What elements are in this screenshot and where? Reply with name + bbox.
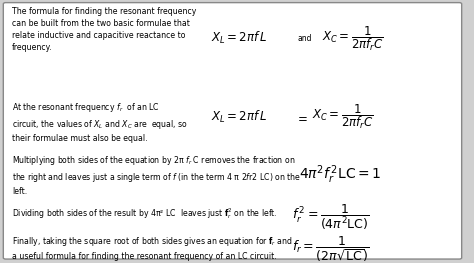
Text: $X_C = \dfrac{1}{2\pi f_r C}$: $X_C = \dfrac{1}{2\pi f_r C}$ xyxy=(312,103,374,132)
FancyBboxPatch shape xyxy=(3,3,462,259)
Text: $X_L = 2\pi f\,L$: $X_L = 2\pi f\,L$ xyxy=(211,109,267,125)
Text: $f_r^{\,2} = \dfrac{1}{(4\pi^2\mathrm{LC})}$: $f_r^{\,2} = \dfrac{1}{(4\pi^2\mathrm{LC… xyxy=(292,203,369,231)
Text: $X_L = 2\pi f\,L$: $X_L = 2\pi f\,L$ xyxy=(211,30,267,46)
Text: and: and xyxy=(298,34,312,43)
Text: $=$: $=$ xyxy=(295,110,308,124)
Text: Finally, taking the square root of both sides gives an equation for $\mathbf{f}_: Finally, taking the square root of both … xyxy=(12,235,292,261)
Text: At the resonant frequency $f_r$  of an LC
circuit, the values of $X_L$ and $X_C$: At the resonant frequency $f_r$ of an LC… xyxy=(12,101,188,143)
Text: Dividing both sides of the result by 4π² LC  leaves just $\mathbf{f}_r^2$ on the: Dividing both sides of the result by 4π²… xyxy=(12,206,277,221)
Text: $X_C = \dfrac{1}{2\pi f_r C}$: $X_C = \dfrac{1}{2\pi f_r C}$ xyxy=(322,24,384,53)
Text: $4\pi^2 f_r^{\,2}\mathrm{LC} = 1$: $4\pi^2 f_r^{\,2}\mathrm{LC} = 1$ xyxy=(299,164,381,186)
Text: Multiplying both sides of the equation by 2π $f_r$ C removes the fraction on
the: Multiplying both sides of the equation b… xyxy=(12,154,301,196)
Text: $f_r = \dfrac{1}{(2\pi\sqrt{\mathrm{LC}})}$: $f_r = \dfrac{1}{(2\pi\sqrt{\mathrm{LC}}… xyxy=(292,235,369,263)
Text: The formula for finding the resonant frequency
can be built from the two basic f: The formula for finding the resonant fre… xyxy=(12,7,196,52)
